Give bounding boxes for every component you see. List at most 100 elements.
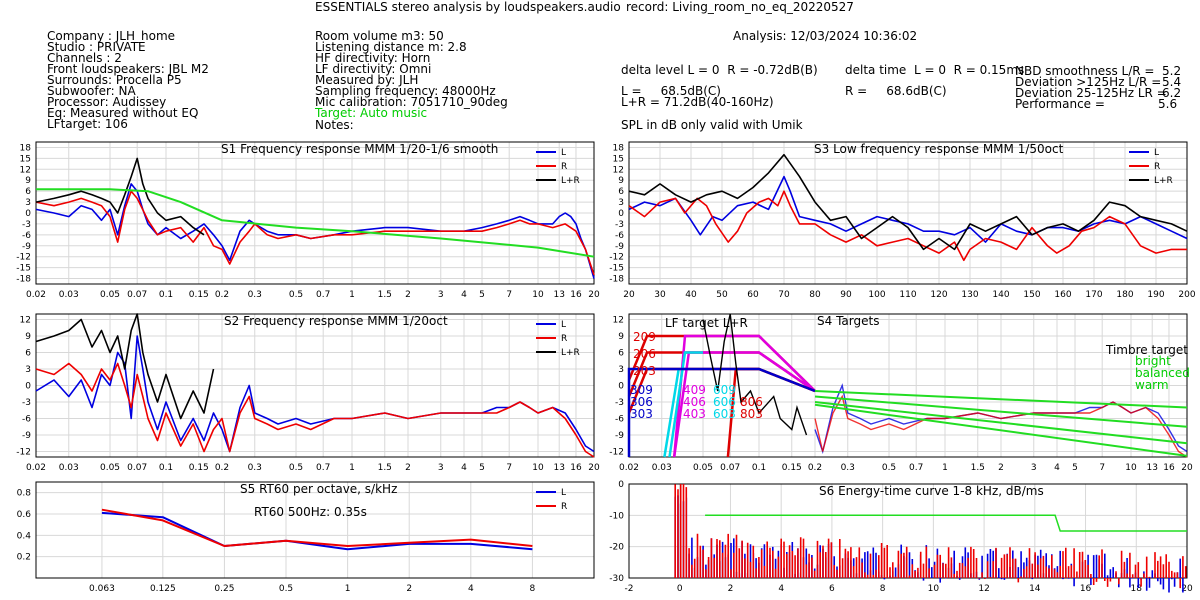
chart-title: S3 Low frequency response MMM 1/50oct bbox=[814, 142, 1064, 156]
y-tick-label: -6 bbox=[615, 231, 624, 241]
x-tick-label: 140 bbox=[992, 290, 1009, 300]
chart-title: S6 Energy-time curve 1-8 kHz, dB/ms bbox=[819, 484, 1044, 498]
info-channels: Channels : 2 bbox=[47, 51, 122, 65]
metric-dev125-value: 5.4 bbox=[1162, 75, 1182, 89]
y-tick-label: 6 bbox=[618, 349, 624, 359]
x-tick-label: 0.1 bbox=[159, 290, 173, 300]
delta-time: delta time L = 0 R = 0.15ms bbox=[845, 63, 1025, 77]
lf-code-red2: 806 bbox=[740, 395, 763, 409]
x-tick-label: 0.02 bbox=[619, 463, 639, 473]
legend-label-LR: L+R bbox=[561, 348, 580, 358]
x-tick-label: 2 bbox=[405, 290, 411, 300]
info-notes: Notes: bbox=[315, 118, 354, 132]
x-tick-label: 4 bbox=[778, 584, 784, 594]
x-tick-label: 170 bbox=[1085, 290, 1102, 300]
x-tick-label: 70 bbox=[778, 290, 790, 300]
x-tick-label: 190 bbox=[1147, 290, 1164, 300]
plot-border bbox=[35, 313, 595, 458]
x-tick-label: 10 bbox=[532, 463, 544, 473]
x-tick-label: 5 bbox=[479, 463, 485, 473]
x-tick-label: 20 bbox=[623, 290, 635, 300]
chart-s4: 0.02 0.03 0.05 0.07 0.1 0.15 0.2 0.3 0.5 0.7 1 1.5 2… bbox=[609, 313, 1193, 473]
y-tick-label: 15 bbox=[20, 154, 31, 164]
y-tick-label: 9 bbox=[25, 176, 31, 186]
y-tick-label: 9 bbox=[25, 332, 31, 342]
y-tick-label: 0 bbox=[618, 382, 624, 392]
info-measured-by: Measured by: JLH bbox=[315, 73, 419, 87]
y-tick-label: -15 bbox=[16, 264, 31, 274]
x-tick-label: 0.1 bbox=[752, 463, 766, 473]
x-tick-label: 20 bbox=[1181, 463, 1193, 473]
y-tick-label: -9 bbox=[22, 431, 31, 441]
lf-code-red: 206 bbox=[633, 347, 656, 361]
x-tick-label: 200 bbox=[1178, 290, 1195, 300]
x-tick-label: 16 bbox=[1080, 584, 1092, 594]
x-tick-label: 0.07 bbox=[127, 290, 147, 300]
legend-label-R: R bbox=[561, 334, 567, 344]
x-tick-label: 0.07 bbox=[127, 463, 147, 473]
x-tick-label: 14 bbox=[1029, 584, 1041, 594]
y-tick-label: 3 bbox=[25, 365, 31, 375]
lf-target-curve bbox=[663, 368, 680, 458]
x-tick-label: 16 bbox=[570, 463, 582, 473]
y-tick-label: 3 bbox=[618, 198, 624, 208]
x-tick-label: 5 bbox=[479, 290, 485, 300]
x-tick-label: 0.07 bbox=[720, 463, 740, 473]
x-tick-label: 0.05 bbox=[100, 290, 120, 300]
lf-code-blue: 303 bbox=[630, 407, 653, 421]
y-tick-label: 0 bbox=[25, 209, 31, 219]
x-tick-label: 10 bbox=[928, 584, 940, 594]
timbre-target-line bbox=[814, 401, 1188, 445]
y-tick-label: -9 bbox=[615, 242, 624, 252]
x-tick-label: 1 bbox=[942, 463, 948, 473]
x-tick-label: 0.125 bbox=[150, 584, 176, 594]
y-tick-label: 12 bbox=[613, 165, 624, 175]
x-tick-label: 0.3 bbox=[841, 463, 855, 473]
y-tick-label: -10 bbox=[609, 511, 624, 521]
y-tick-label: 0 bbox=[25, 382, 31, 392]
info-processor: Processor: Audissey bbox=[47, 95, 167, 109]
chart-title: S2 Frequency response MMM 1/20oct bbox=[224, 314, 448, 328]
y-tick-label: -12 bbox=[16, 253, 31, 263]
y-tick-label: -9 bbox=[615, 431, 624, 441]
info-room-volume: Room volume m3: 50 bbox=[315, 29, 444, 43]
y-tick-label: -18 bbox=[609, 275, 624, 285]
lf-target-curve bbox=[668, 351, 703, 458]
y-tick-label: 0.2 bbox=[17, 553, 31, 563]
x-tick-label: 0.15 bbox=[782, 463, 802, 473]
lf-target-curve bbox=[627, 367, 816, 457]
series-line-R bbox=[35, 190, 595, 276]
x-tick-label: 20 bbox=[588, 290, 600, 300]
x-tick-label: 80 bbox=[809, 290, 821, 300]
legend-label-L: L bbox=[561, 488, 566, 498]
metric-dev25-label: Deviation 25-125Hz LR = bbox=[1015, 86, 1167, 100]
x-tick-label: 0.3 bbox=[248, 463, 262, 473]
series-line-LR bbox=[35, 157, 205, 236]
info-lf-dir: LF directivity: Omni bbox=[315, 62, 432, 76]
y-tick-label: -6 bbox=[615, 415, 624, 425]
chart-s3: 20 30 40 50 60 70 80 90 100 110 120 130 140 150 160 170… bbox=[609, 141, 1196, 300]
x-tick-label: 7 bbox=[506, 463, 512, 473]
x-tick-label: 0.2 bbox=[808, 463, 822, 473]
lf-code-cyan: 603 bbox=[713, 407, 736, 421]
info-company: Company : JLH_home bbox=[47, 29, 176, 43]
x-tick-label: 0.15 bbox=[189, 290, 209, 300]
x-tick-label: 16 bbox=[570, 290, 582, 300]
x-tick-label: 10 bbox=[1125, 463, 1137, 473]
y-tick-label: 0.4 bbox=[17, 531, 32, 541]
x-tick-label: 2 bbox=[406, 584, 412, 594]
x-tick-label: 8 bbox=[530, 584, 536, 594]
x-tick-label: 110 bbox=[899, 290, 916, 300]
x-tick-label: 20 bbox=[588, 463, 600, 473]
y-tick-label: 3 bbox=[618, 365, 624, 375]
plot-border bbox=[35, 481, 595, 579]
lf-code-mag: 406 bbox=[683, 395, 706, 409]
y-tick-label: -9 bbox=[22, 242, 31, 252]
y-tick-label: 12 bbox=[20, 165, 31, 175]
x-tick-label: 3 bbox=[1031, 463, 1037, 473]
x-tick-label: 0.2 bbox=[215, 463, 229, 473]
chart-note: RT60 500Hz: 0.35s bbox=[254, 505, 367, 519]
x-tick-label: 3 bbox=[438, 463, 444, 473]
spl-note: SPL in dB only valid with Umik bbox=[621, 118, 803, 132]
y-tick-label: -18 bbox=[16, 275, 31, 285]
